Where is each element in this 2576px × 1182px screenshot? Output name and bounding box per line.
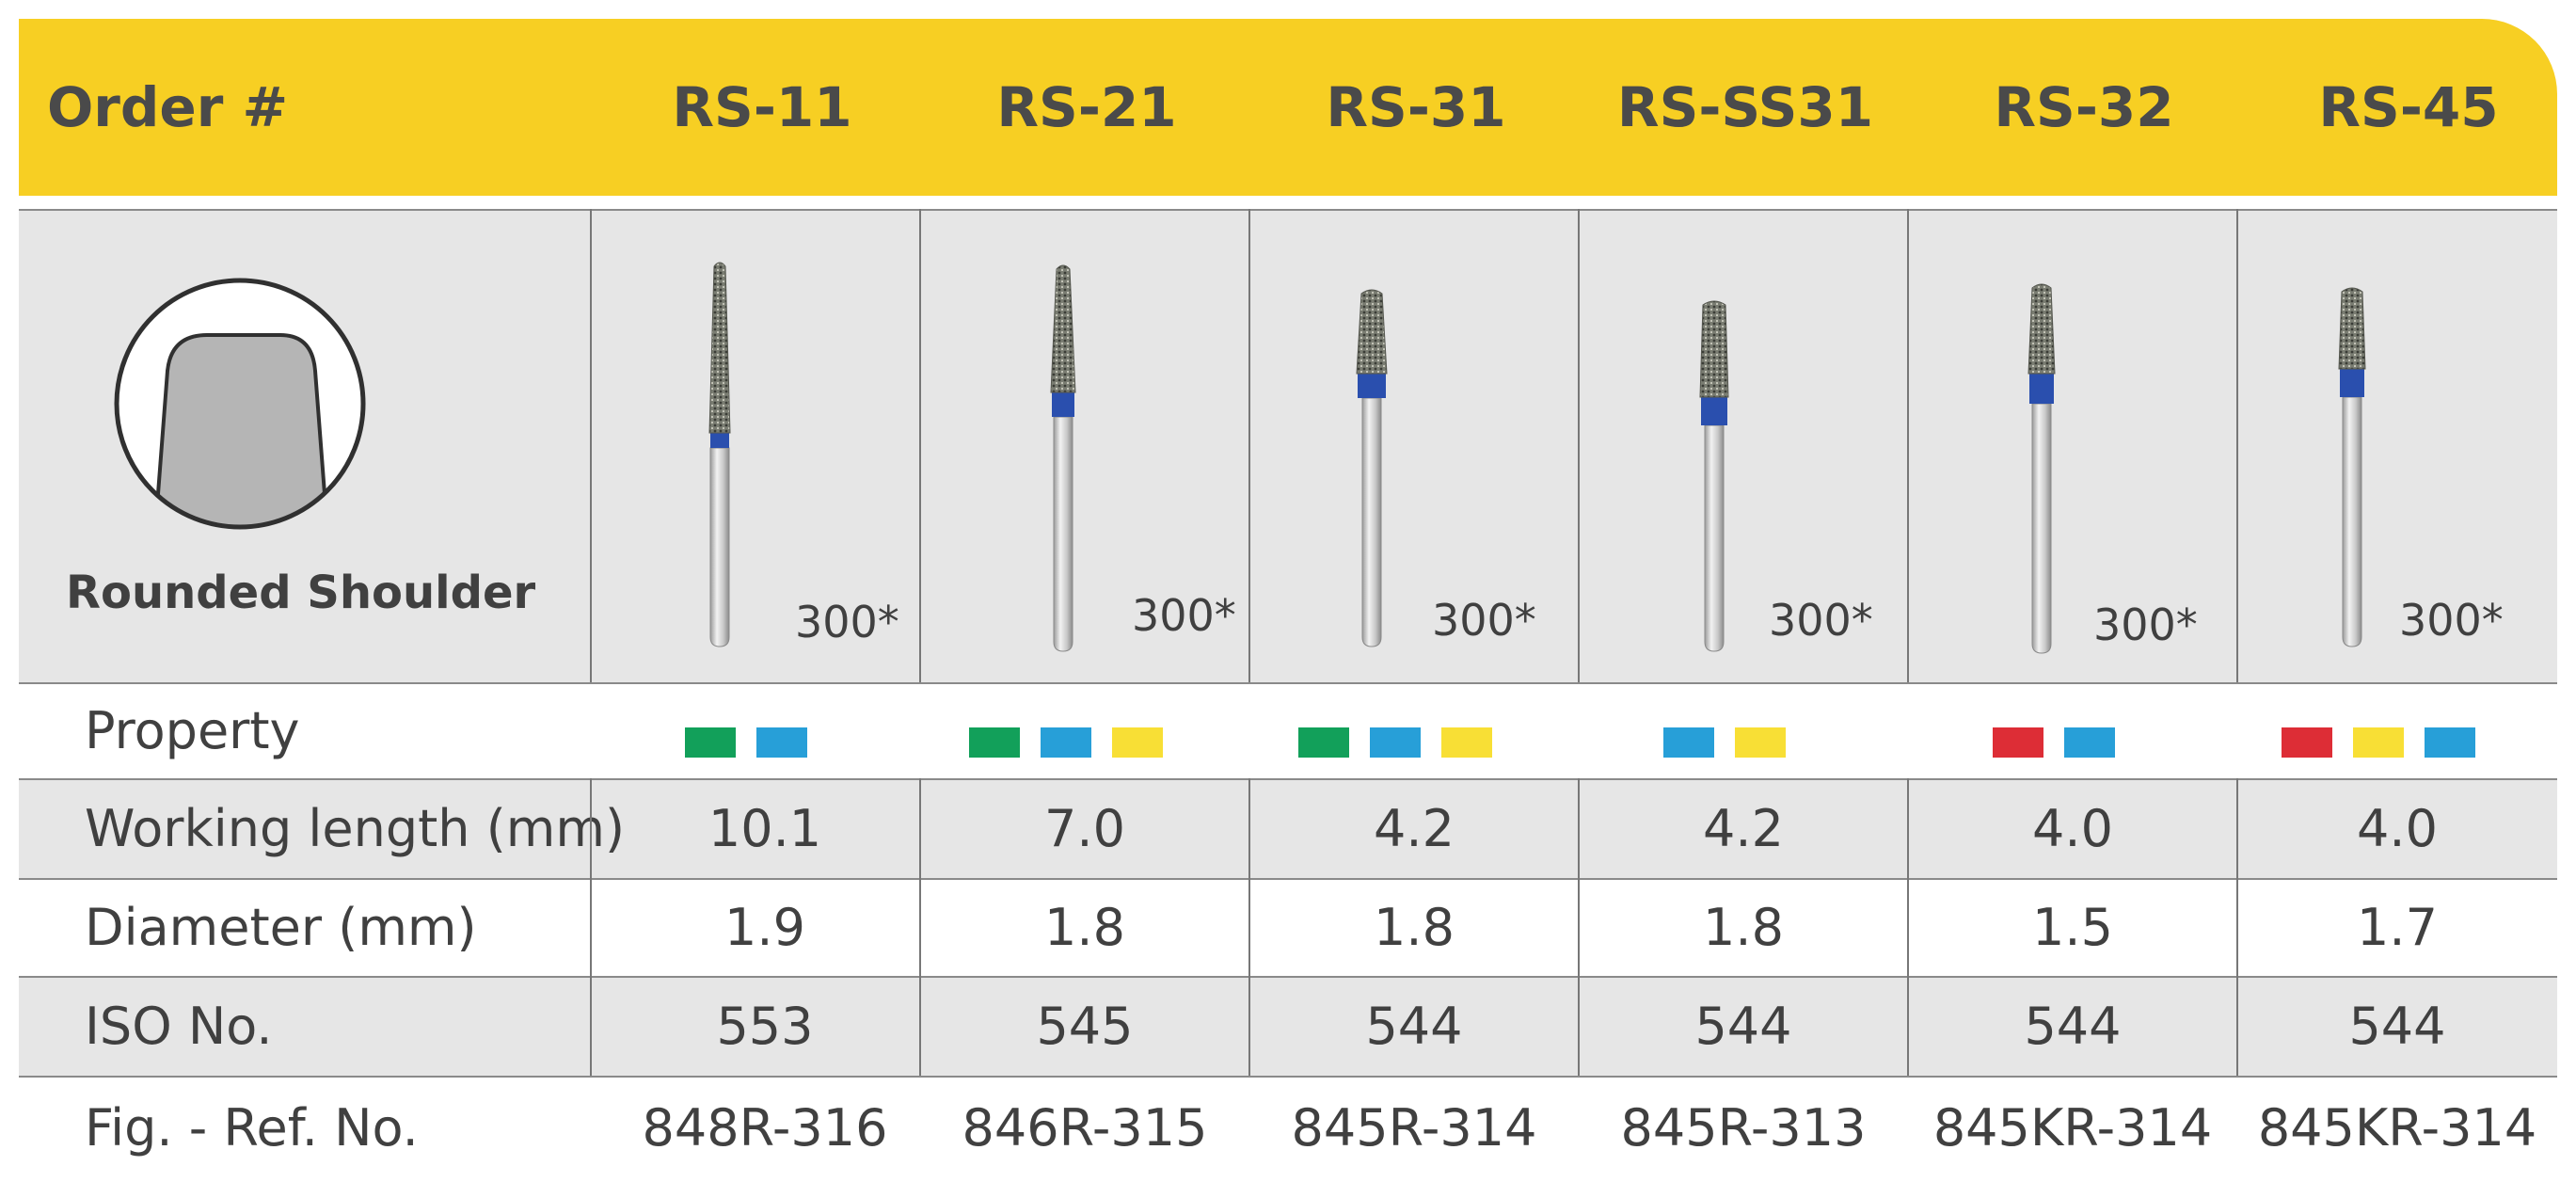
bur-illustration [1050, 264, 1076, 652]
working-length-value: 10.1 [708, 798, 822, 858]
iso-value: 544 [2348, 996, 2446, 1056]
bur-illustration [2338, 287, 2366, 647]
bur-illustration [2027, 283, 2056, 654]
ref-value: 845R-314 [1291, 1097, 1537, 1158]
grit-label-5: 300* [2093, 599, 2198, 650]
shape-name: Rounded Shoulder [66, 567, 536, 619]
product-rs-32: RS-32 [1994, 75, 2174, 139]
property-label: Property [85, 700, 300, 760]
ref-label: Fig. - Ref. No. [85, 1097, 419, 1158]
working-length-value: 4.0 [2032, 798, 2113, 858]
header-bar: Order # RS-11 RS-21 RS-31 RS-SS31 RS-32 … [19, 19, 2557, 196]
bur-image-row: Rounded Shoulder 300* 300* 300* 300* 300… [19, 209, 2557, 682]
grid-line [19, 1076, 2557, 1078]
grid-line [1248, 209, 1250, 682]
ref-value: 845KR-314 [2257, 1097, 2537, 1158]
grit-swatch [2282, 727, 2332, 758]
grit-swatch [2353, 727, 2404, 758]
grit-swatch [2425, 727, 2475, 758]
product-rs-ss31: RS-SS31 [1616, 75, 1874, 139]
grit-label-6: 300* [2399, 595, 2504, 646]
property-row: Property [19, 682, 2557, 778]
grid-line [19, 878, 2557, 880]
bur-illustrations [708, 262, 2366, 654]
working-length-value: 7.0 [1044, 798, 1125, 858]
iso-value: 545 [1036, 996, 1134, 1056]
bur-illustration [1699, 300, 1729, 652]
grid-line [19, 682, 2557, 684]
grid-line [919, 209, 921, 682]
diameter-value: 1.9 [724, 897, 805, 957]
diameter-value: 1.8 [1044, 897, 1125, 957]
grid-line [2236, 778, 2238, 1076]
working-length-label: Working length (mm) [85, 798, 626, 858]
ref-value: 846R-315 [962, 1097, 1208, 1158]
grid-line [19, 209, 2557, 211]
product-rs-21: RS-21 [996, 75, 1177, 139]
working-length-value: 4.0 [2357, 798, 2438, 858]
product-rs-45: RS-45 [2318, 75, 2499, 139]
grid-line [19, 778, 2557, 780]
grit-swatch [1112, 727, 1163, 758]
grit-label-2: 300* [1132, 590, 1236, 641]
diameter-value: 1.7 [2357, 897, 2438, 957]
grit-swatch [756, 727, 807, 758]
grit-swatch [1663, 727, 1714, 758]
grid-line [19, 976, 2557, 978]
grid-line [1907, 778, 1909, 1076]
product-rs-11: RS-11 [672, 75, 852, 139]
diameter-row: Diameter (mm) 1.9 1.8 1.8 1.8 1.5 1.7 [19, 878, 2557, 976]
product-rs-31: RS-31 [1326, 75, 1506, 139]
grid-line [590, 209, 592, 682]
working-length-value: 4.2 [1374, 798, 1455, 858]
iso-value: 544 [1365, 996, 1463, 1056]
grit-swatch [1441, 727, 1492, 758]
diameter-value: 1.8 [1703, 897, 1784, 957]
diameter-value: 1.5 [2032, 897, 2113, 957]
iso-label: ISO No. [85, 996, 273, 1056]
ref-value: 845R-313 [1620, 1097, 1867, 1158]
ref-row: Fig. - Ref. No. 848R-316 846R-315 845R-3… [19, 1076, 2557, 1179]
grid-line [1578, 778, 1580, 1076]
diameter-label: Diameter (mm) [85, 897, 477, 957]
grid-line [1248, 778, 1250, 1076]
grit-swatch [1041, 727, 1091, 758]
rounded-shoulder-icon [114, 278, 366, 530]
grit-swatch [1735, 727, 1786, 758]
grid-line [590, 778, 592, 1076]
iso-value: 544 [1694, 996, 1792, 1056]
ref-value: 848R-316 [642, 1097, 888, 1158]
iso-value: 553 [716, 996, 814, 1056]
iso-row: ISO No. 553 545 544 544 544 544 [19, 976, 2557, 1076]
grid-line [1907, 209, 1909, 682]
grit-swatch [2064, 727, 2115, 758]
grit-swatch [1993, 727, 2043, 758]
diameter-value: 1.8 [1374, 897, 1455, 957]
grid-line [2236, 209, 2238, 682]
grit-swatch [685, 727, 736, 758]
grit-label-3: 300* [1432, 595, 1536, 646]
grit-swatch [1370, 727, 1421, 758]
iso-value: 544 [2024, 996, 2122, 1056]
grit-swatch [969, 727, 1020, 758]
order-label: Order # [47, 75, 289, 139]
grit-label-4: 300* [1769, 595, 1873, 646]
grid-line [919, 778, 921, 1076]
bur-illustration [708, 262, 731, 647]
ref-value: 845KR-314 [1932, 1097, 2213, 1158]
grid-line [1578, 209, 1580, 682]
working-length-value: 4.2 [1703, 798, 1784, 858]
bur-illustration [1356, 289, 1388, 647]
grit-swatch [1298, 727, 1349, 758]
working-length-row: Working length (mm) 10.1 7.0 4.2 4.2 4.0… [19, 778, 2557, 878]
grit-label-1: 300* [795, 597, 899, 647]
